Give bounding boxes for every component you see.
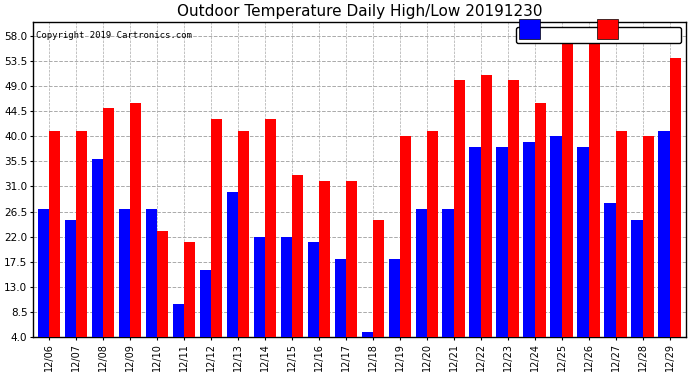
- Bar: [211, 119, 222, 337]
- Bar: [49, 130, 61, 337]
- Bar: [535, 103, 546, 337]
- Bar: [227, 192, 238, 337]
- Bar: [346, 181, 357, 337]
- Bar: [496, 147, 508, 337]
- Bar: [562, 30, 573, 337]
- Bar: [184, 242, 195, 337]
- Bar: [103, 108, 115, 337]
- Bar: [65, 220, 76, 337]
- Bar: [38, 209, 49, 337]
- Bar: [254, 237, 265, 337]
- Bar: [119, 209, 130, 337]
- Bar: [604, 203, 615, 337]
- Title: Outdoor Temperature Daily High/Low 20191230: Outdoor Temperature Daily High/Low 20191…: [177, 4, 542, 19]
- Bar: [524, 142, 535, 337]
- Bar: [454, 80, 465, 337]
- Bar: [130, 103, 141, 337]
- Bar: [615, 130, 627, 337]
- Bar: [308, 242, 319, 337]
- Bar: [551, 136, 562, 337]
- Bar: [157, 231, 168, 337]
- Bar: [319, 181, 331, 337]
- Bar: [415, 209, 427, 337]
- Bar: [281, 237, 292, 337]
- Bar: [146, 209, 157, 337]
- Bar: [362, 332, 373, 337]
- Bar: [427, 130, 438, 337]
- Bar: [292, 175, 304, 337]
- Bar: [481, 75, 492, 337]
- Bar: [658, 130, 670, 337]
- Bar: [373, 220, 384, 337]
- Bar: [469, 147, 481, 337]
- Bar: [172, 304, 184, 337]
- Bar: [642, 136, 654, 337]
- Bar: [265, 119, 276, 337]
- Bar: [335, 259, 346, 337]
- Bar: [508, 80, 519, 337]
- Bar: [238, 130, 249, 337]
- Bar: [388, 259, 400, 337]
- Bar: [442, 209, 454, 337]
- Bar: [400, 136, 411, 337]
- Legend: Low  (°F), High  (°F): Low (°F), High (°F): [515, 27, 680, 43]
- Bar: [199, 270, 211, 337]
- Bar: [670, 58, 681, 337]
- Bar: [578, 147, 589, 337]
- Text: Copyright 2019 Cartronics.com: Copyright 2019 Cartronics.com: [37, 31, 192, 40]
- Bar: [589, 41, 600, 337]
- Bar: [92, 159, 103, 337]
- Bar: [631, 220, 642, 337]
- Bar: [76, 130, 88, 337]
